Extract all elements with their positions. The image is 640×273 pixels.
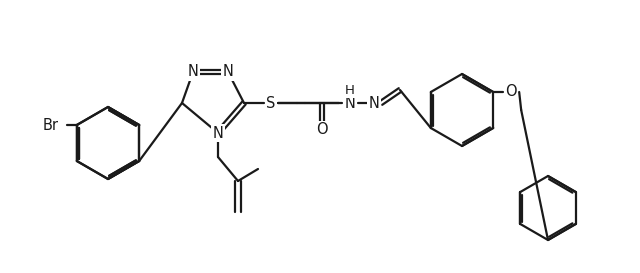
Text: N: N <box>188 64 198 79</box>
Text: N: N <box>212 126 223 141</box>
Text: Br: Br <box>43 117 59 132</box>
Text: O: O <box>506 85 517 99</box>
Text: H: H <box>345 84 355 96</box>
Text: O: O <box>316 123 328 138</box>
Text: S: S <box>266 96 276 111</box>
Text: N: N <box>223 64 234 79</box>
Text: N: N <box>344 96 355 111</box>
Text: N: N <box>369 96 380 111</box>
